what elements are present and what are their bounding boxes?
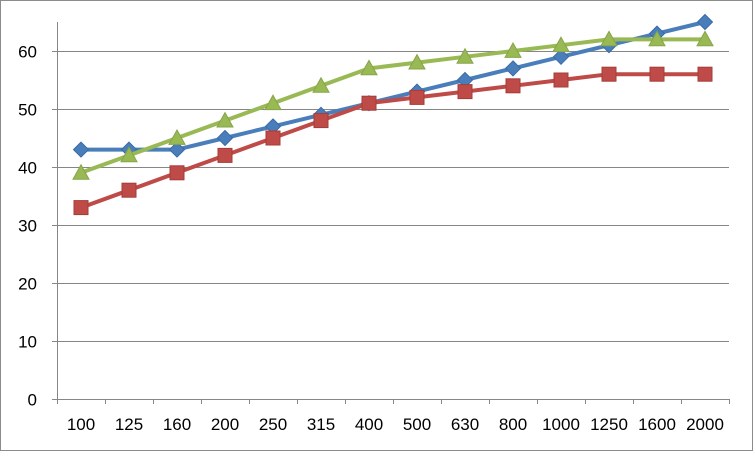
x-tick-label: 1250 xyxy=(590,415,628,434)
series-3-point xyxy=(264,94,282,111)
y-tick-label: 30 xyxy=(18,217,37,236)
series-1-point xyxy=(168,141,186,158)
y-tick-label: 40 xyxy=(18,159,37,178)
series-2-point xyxy=(217,147,233,163)
x-tick-label: 125 xyxy=(115,415,143,434)
series-2-point xyxy=(265,130,281,146)
series-2-point xyxy=(601,66,617,82)
series-3-point xyxy=(120,146,138,163)
series-2-point xyxy=(169,165,185,181)
series-1-point xyxy=(72,141,90,158)
x-tick-label: 1000 xyxy=(542,415,580,434)
series-3-point xyxy=(600,30,618,47)
series-3-point xyxy=(360,59,378,76)
series-3-point xyxy=(72,163,90,180)
x-tick-label: 250 xyxy=(259,415,287,434)
series-2-point xyxy=(409,89,425,105)
series-3-point xyxy=(216,111,234,128)
series-2-point xyxy=(553,72,569,88)
series-2-point xyxy=(505,78,521,94)
series-1-point xyxy=(696,13,714,31)
series-3-line xyxy=(79,37,707,175)
y-tick-label: 50 xyxy=(18,101,37,120)
series-3-point xyxy=(648,30,666,47)
series-1-point xyxy=(504,60,522,77)
y-tick-label: 10 xyxy=(18,333,37,352)
x-tick-label: 160 xyxy=(163,415,191,434)
x-tick-label: 2000 xyxy=(686,415,724,434)
x-tick-label: 100 xyxy=(67,415,95,434)
y-tick-label: 20 xyxy=(18,275,37,294)
series-3-point xyxy=(312,76,330,93)
series-3-point xyxy=(408,53,426,70)
x-tick-label: 315 xyxy=(307,415,335,434)
series-3-point xyxy=(552,36,570,53)
series-2-point xyxy=(313,113,329,129)
series-1-point xyxy=(216,129,234,147)
series-3-point xyxy=(504,41,522,58)
series-1-line xyxy=(79,20,707,152)
x-tick-label: 1600 xyxy=(638,415,676,434)
y-tick-label: 0 xyxy=(28,391,37,410)
x-tick-label: 630 xyxy=(451,415,479,434)
y-tick-label: 60 xyxy=(18,43,37,62)
series-1-point xyxy=(552,48,570,66)
series-2-point xyxy=(697,66,713,82)
x-tick-label: 400 xyxy=(355,415,383,434)
x-tick-label: 200 xyxy=(211,415,239,434)
series-2-point xyxy=(649,66,665,82)
series-3-point xyxy=(168,128,186,145)
x-tick-label: 800 xyxy=(499,415,527,434)
series-2-point xyxy=(121,182,137,198)
series-2-point xyxy=(361,95,377,111)
series-2-point xyxy=(457,84,473,100)
series-2-point xyxy=(73,200,89,216)
x-tick-label: 500 xyxy=(403,415,431,434)
series-3-point xyxy=(456,47,474,64)
series-3-point xyxy=(696,30,714,47)
series-2-line xyxy=(79,72,707,210)
